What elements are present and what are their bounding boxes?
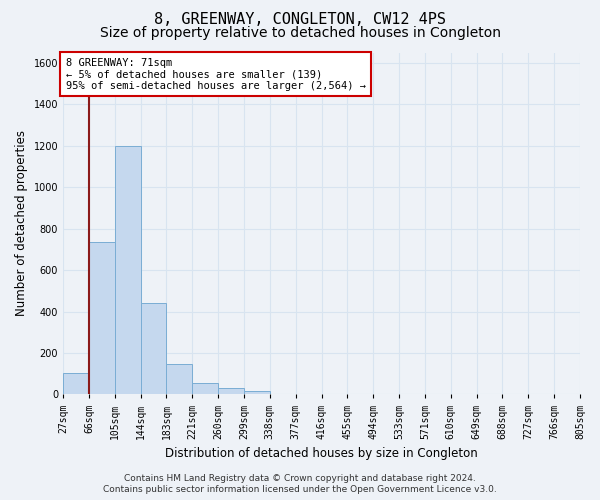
Text: Contains HM Land Registry data © Crown copyright and database right 2024.
Contai: Contains HM Land Registry data © Crown c… (103, 474, 497, 494)
Bar (192, 383, 218, 394)
Bar (166, 364, 192, 394)
Y-axis label: Number of detached properties: Number of detached properties (15, 130, 28, 316)
X-axis label: Distribution of detached houses by size in Congleton: Distribution of detached houses by size … (165, 447, 478, 460)
Text: 8 GREENWAY: 71sqm
← 5% of detached houses are smaller (139)
95% of semi-detached: 8 GREENWAY: 71sqm ← 5% of detached house… (65, 58, 365, 91)
Bar (63, 372, 89, 394)
Text: 8, GREENWAY, CONGLETON, CW12 4PS: 8, GREENWAY, CONGLETON, CW12 4PS (154, 12, 446, 28)
Text: Size of property relative to detached houses in Congleton: Size of property relative to detached ho… (100, 26, 500, 40)
Bar (140, 303, 166, 394)
Bar (218, 388, 244, 394)
Bar (115, 146, 140, 394)
Bar (244, 390, 270, 394)
Bar (89, 242, 115, 394)
